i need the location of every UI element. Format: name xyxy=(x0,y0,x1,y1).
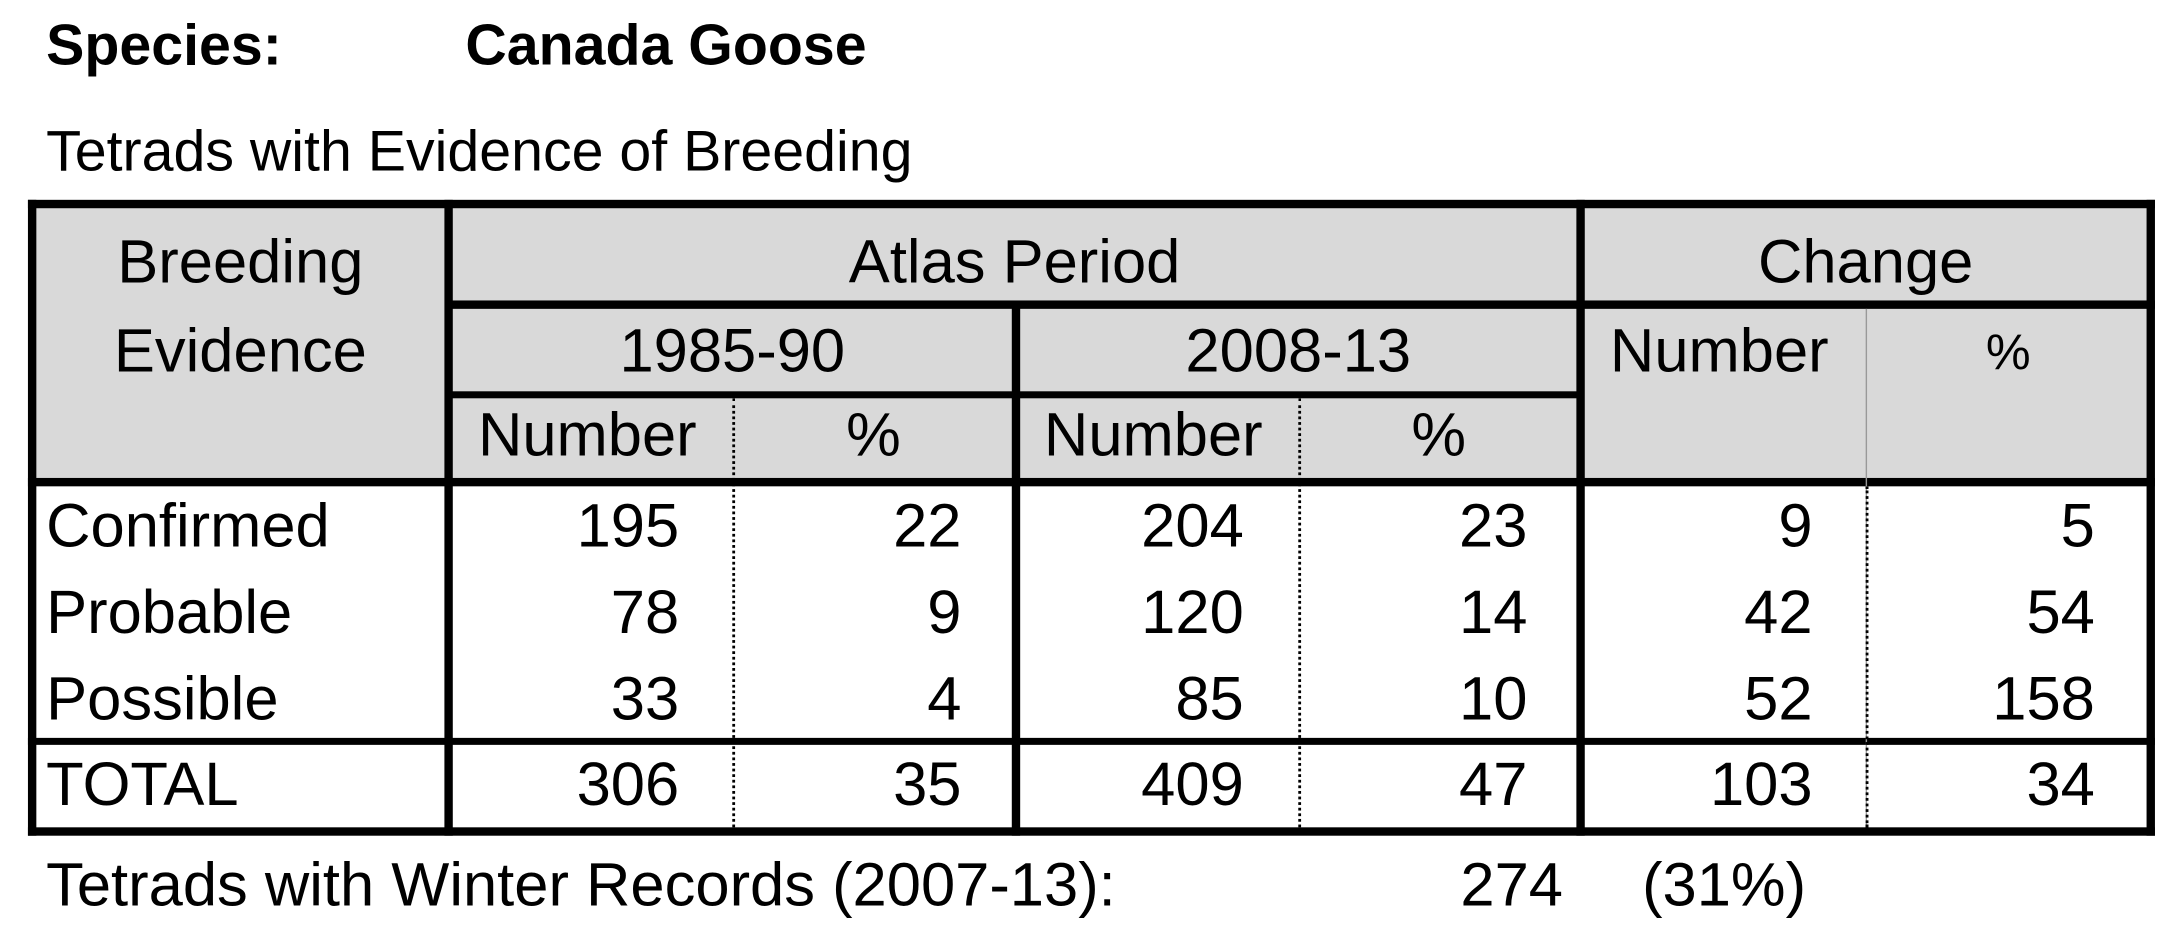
cell-number-1985: 306 xyxy=(576,750,680,819)
cell-change-percent: 5 xyxy=(2060,491,2095,561)
species-name: Canada Goose xyxy=(465,12,867,77)
header-period-2008-13: 2008-13 xyxy=(1185,317,1412,386)
row-label: Possible xyxy=(46,665,279,734)
header-evidence: Evidence xyxy=(113,317,367,386)
header-period-1985-90: 1985-90 xyxy=(619,317,846,386)
header-number-2: Number xyxy=(1043,401,1263,470)
header-percent-2: % xyxy=(1411,401,1467,470)
row-label: TOTAL xyxy=(46,750,239,819)
species-label: Species: xyxy=(46,12,282,77)
header-change: Change xyxy=(1757,227,1974,297)
header-change-percent: % xyxy=(1985,322,2031,381)
cell-change-percent: 54 xyxy=(2026,578,2095,648)
cell-percent-2008: 14 xyxy=(1459,578,1528,648)
header-percent-1: % xyxy=(846,401,901,470)
cell-percent-2008: 47 xyxy=(1459,750,1528,819)
header-change-number: Number xyxy=(1609,317,1829,386)
cell-change-percent: 34 xyxy=(2026,750,2095,819)
winter-records-count: 274 xyxy=(1460,851,1563,920)
cell-percent-2008: 10 xyxy=(1459,665,1528,734)
cell-percent-1985: 4 xyxy=(927,665,962,734)
header-breeding: Breeding xyxy=(117,227,364,297)
cell-change-percent: 158 xyxy=(1992,665,2095,734)
cell-number-2008: 204 xyxy=(1141,491,1244,561)
winter-records-label: Tetrads with Winter Records (2007-13): xyxy=(46,851,1116,920)
row-label: Probable xyxy=(46,578,293,648)
header-atlas-period: Atlas Period xyxy=(848,227,1181,297)
cell-number-2008: 409 xyxy=(1141,750,1244,819)
cell-number-2008: 120 xyxy=(1141,578,1244,648)
cell-number-1985: 33 xyxy=(610,665,680,734)
cell-change-number: 9 xyxy=(1778,491,1813,561)
cell-number-1985: 78 xyxy=(610,578,680,648)
cell-number-1985: 195 xyxy=(576,491,680,561)
winter-records-percent: (31%) xyxy=(1642,851,1807,920)
cell-change-number: 103 xyxy=(1709,750,1813,819)
header-number-1: Number xyxy=(477,401,697,470)
subtitle: Tetrads with Evidence of Breeding xyxy=(46,118,913,184)
cell-percent-1985: 35 xyxy=(893,750,962,819)
row-label: Confirmed xyxy=(46,491,330,561)
cell-change-number: 42 xyxy=(1744,578,1813,648)
cell-change-number: 52 xyxy=(1744,665,1813,734)
cell-percent-2008: 23 xyxy=(1459,491,1528,561)
cell-number-2008: 85 xyxy=(1175,665,1244,734)
cell-percent-1985: 9 xyxy=(927,578,962,648)
cell-percent-1985: 22 xyxy=(893,491,962,561)
